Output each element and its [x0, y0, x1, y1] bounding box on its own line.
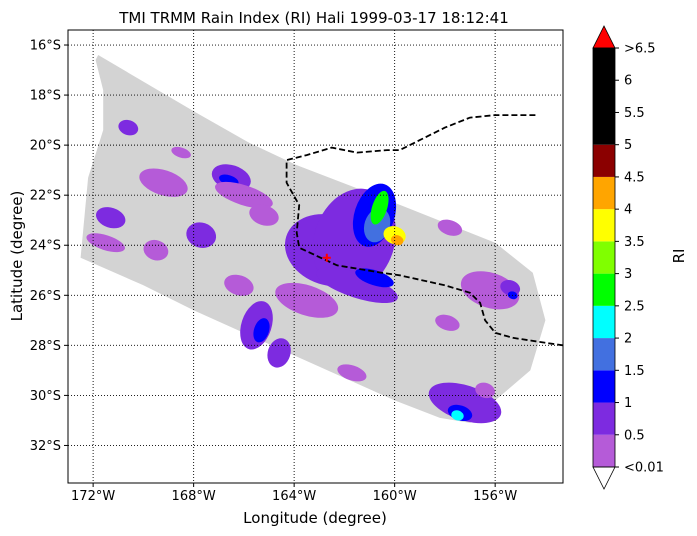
y-tick-label: 32°S: [30, 439, 61, 454]
colorbar-tick-label: 1: [624, 396, 632, 411]
colorbar-tick-label: 3.5: [624, 235, 645, 250]
y-tick-label: 24°S: [30, 239, 61, 254]
y-tick-label: 28°S: [30, 339, 61, 354]
rain-cell: [275, 282, 339, 318]
x-tick-label: 168°W: [172, 489, 216, 504]
y-axis-label: Latitude (degree): [8, 191, 26, 322]
rain-cell: [355, 268, 394, 288]
colorbar-segment: [593, 305, 615, 339]
colorbar-tick-label: 2: [624, 332, 632, 347]
y-tick-label: 16°S: [30, 39, 61, 54]
x-tick-label: 164°W: [272, 489, 316, 504]
colorbar-segment: [593, 241, 615, 274]
x-tick-label: 160°W: [373, 489, 417, 504]
rain-cell: [171, 146, 191, 159]
colorbar-tick-label: 5: [624, 138, 632, 153]
rain-cell: [249, 204, 279, 226]
rain-cell: [215, 181, 273, 209]
y-tick-label: 18°S: [30, 89, 61, 104]
colorbar-segment: [593, 402, 615, 435]
x-axis-label: Longitude (degree): [243, 509, 387, 527]
rain-cell: [370, 190, 389, 225]
colorbar-segment: [593, 370, 615, 403]
colorbar-segment: [593, 273, 615, 306]
colorbar-segment: [593, 144, 615, 177]
colorbar-label: RI: [670, 249, 688, 264]
center-marker: [322, 253, 331, 262]
track-line: [285, 114, 563, 347]
colorbar: <0.01 0.5 1 1.5 2 2.5 3 3.5 4 4.5 5 5.5 6 >6.5: [592, 25, 664, 490]
colorbar-tick-label: 6: [624, 74, 632, 89]
colorbar-tick-label: 4: [624, 203, 632, 218]
colorbar-under-triangle: [592, 466, 616, 490]
colorbar-frame: [592, 47, 616, 468]
rain-cell: [316, 267, 398, 304]
colorbar-tick-label: 1.5: [624, 364, 645, 379]
plot-frame: [67, 29, 564, 484]
colorbar-segment: [593, 176, 615, 210]
storm-track: [285, 114, 563, 347]
rain-cell: [96, 207, 126, 229]
y-axis-ticks: 16°S 18°S 20°S 22°S 24°S 26°S 28°S 30°S 32°S: [30, 39, 68, 454]
colorbar-over-triangle: [592, 25, 616, 49]
rain-cell: [451, 410, 464, 421]
colorbar-segment: [593, 338, 615, 371]
storm-center: [322, 253, 331, 262]
plot-area: [67, 29, 564, 484]
y-tick-label: 20°S: [30, 139, 61, 154]
colorbar-tick-label: 2.5: [624, 299, 645, 314]
rain-cell: [391, 235, 404, 246]
rain-cell: [224, 274, 254, 296]
rain-cell: [118, 119, 139, 136]
colorbar-segment: [593, 434, 615, 467]
y-tick-label: 30°S: [30, 389, 61, 404]
x-tick-label: 156°W: [473, 489, 517, 504]
colorbar-tick-label: 3: [624, 267, 632, 282]
grid-lines: [68, 30, 563, 483]
colorbar-segment: [593, 48, 615, 145]
rain-cell: [435, 314, 460, 331]
rain-cell: [475, 382, 495, 399]
rain-cell: [253, 318, 270, 343]
rain-cell: [139, 168, 188, 197]
chart-title: TMI TRMM Rain Index (RI) Hali 1999-03-17…: [118, 9, 509, 27]
rain-cell: [500, 280, 521, 296]
colorbar-segment: [593, 209, 615, 242]
x-tick-label: 172°W: [71, 489, 115, 504]
colorbar-tick-label: 4.5: [624, 170, 645, 185]
colorbar-tick-label: <0.01: [624, 461, 664, 476]
y-tick-label: 26°S: [30, 289, 61, 304]
colorbar-tick-label: 5.5: [624, 106, 645, 121]
colorbar-tick-label: 0.5: [624, 428, 645, 443]
rain-cell: [86, 233, 125, 253]
rain-cell: [337, 364, 367, 382]
y-tick-label: 22°S: [30, 189, 61, 204]
rain-cell: [437, 219, 463, 236]
colorbar-tick-label: >6.5: [624, 42, 656, 57]
x-axis-ticks: 172°W 168°W 164°W 160°W 156°W: [71, 483, 517, 504]
